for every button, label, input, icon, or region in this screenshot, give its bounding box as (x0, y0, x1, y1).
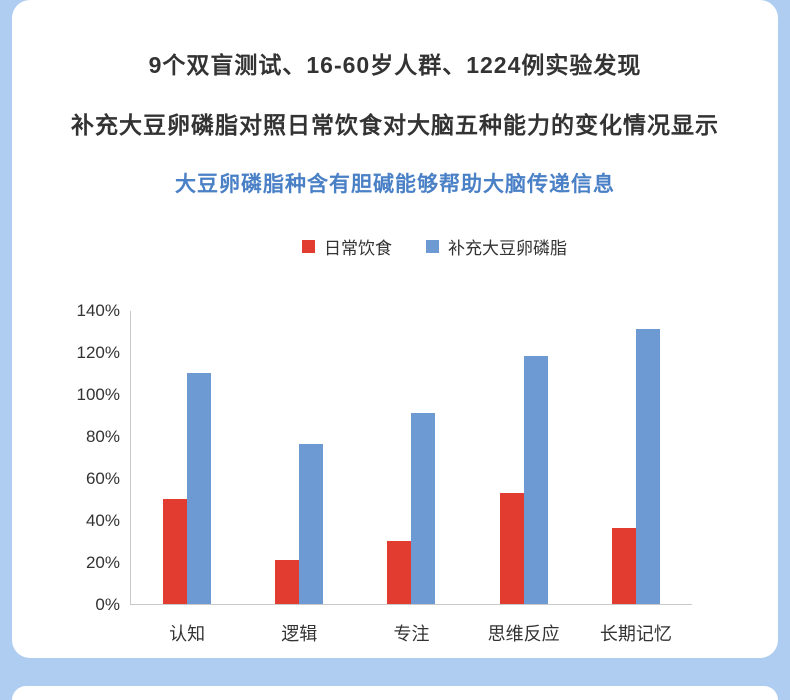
bar-日常饮食 (275, 559, 300, 604)
bar-补充大豆卵磷脂 (187, 373, 212, 604)
plot-area: 认知 逻辑 专注 思维反应 长期记忆 (130, 311, 692, 644)
x-category-label: 专注 (393, 624, 430, 644)
chart-legend: 日常饮食 补充大豆卵磷脂 (302, 234, 567, 259)
y-axis: 0% 20% 40% 60% 80% 100% 120% 140% (68, 302, 130, 614)
bar-补充大豆卵磷脂 (299, 444, 324, 604)
legend-swatch (426, 240, 439, 253)
legend-label: 补充大豆卵磷脂 (448, 239, 567, 258)
x-category-label: 认知 (169, 624, 206, 644)
bar-日常饮食 (387, 541, 412, 604)
bar-补充大豆卵磷脂 (411, 412, 436, 604)
y-tick-label: 20% (85, 553, 120, 572)
y-tick-label: 60% (85, 469, 120, 488)
legend-swatch (302, 240, 315, 253)
header-line1: 9个双盲测试、16-60岁人群、1224例实验发现 (148, 52, 642, 78)
bar-日常饮食 (163, 499, 188, 604)
x-category-label: 逻辑 (281, 624, 318, 644)
bar-日常饮食 (611, 528, 636, 604)
header-line2: 补充大豆卵磷脂对照日常饮食对大脑五种能力的变化情况显示 (71, 112, 719, 138)
bar-group: 思维反应 (488, 311, 560, 644)
bar-group: 长期记忆 (600, 311, 672, 644)
bar-补充大豆卵磷脂 (635, 328, 660, 604)
bar-日常饮食 (499, 492, 524, 604)
y-tick-label: 40% (85, 511, 120, 530)
x-category-label: 思维反应 (487, 624, 560, 644)
y-tick-label: 140% (76, 301, 120, 320)
content-card: 9个双盲测试、16-60岁人群、1224例实验发现 补充大豆卵磷脂对照日常饮食对… (12, 0, 778, 658)
y-tick-label: 80% (85, 427, 120, 446)
x-category-label: 长期记忆 (599, 624, 672, 644)
y-tick-label: 0% (95, 595, 120, 614)
bar-补充大豆卵磷脂 (523, 356, 548, 604)
bar-group: 专注 (387, 311, 436, 644)
legend-item: 日常饮食 (302, 234, 392, 259)
y-tick-label: 120% (76, 343, 120, 362)
header-highlight: 大豆卵磷脂种含有胆碱能够帮助大脑传递信息 (175, 173, 615, 196)
legend-item: 补充大豆卵磷脂 (426, 234, 567, 259)
bar-chart: 0% 20% 40% 60% 80% 100% 120% 140% 认知 逻辑 专注 思维反应 长期记… (68, 302, 692, 644)
chart-header: 9个双盲测试、16-60岁人群、1224例实验发现 补充大豆卵磷脂对照日常饮食对… (12, 0, 778, 198)
bar-group: 认知 (163, 311, 212, 644)
next-card-peek (12, 686, 778, 700)
y-tick-label: 100% (76, 385, 120, 404)
bar-group: 逻辑 (275, 311, 324, 644)
legend-label: 日常饮食 (324, 239, 392, 258)
